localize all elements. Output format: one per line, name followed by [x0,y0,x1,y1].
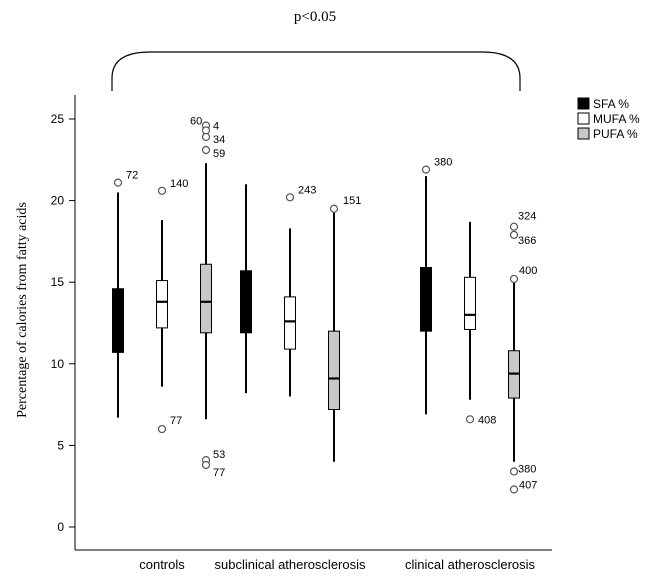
box-body [464,276,476,331]
outlier-label: 77 [213,467,225,479]
box-0-1 [240,184,252,394]
x-category-labels: controls subclinical atherosclerosis clini… [139,557,535,572]
y-ticks: 0 5 10 15 20 25 [51,112,75,534]
y-axis-label: Percentage of calories from fatty acids [15,202,30,418]
y-tick-label: 0 [57,520,64,534]
outlier-label: 324 [518,211,536,223]
box-1-2: 408 [464,221,496,426]
outlier-label: 380 [434,157,452,169]
outlier-point [421,165,431,174]
box-body [328,330,340,410]
box-0-0: 72 [112,170,138,418]
box-body [240,270,252,334]
box-2-0: 60 4 34 59 53 77 [190,116,225,479]
legend-label: PUFA % [593,127,638,141]
outlier-label: 366 [518,235,536,247]
box-1-1: 243 [284,184,316,397]
outlier-label: 77 [170,415,182,427]
outlier-point [285,193,295,202]
outlier-point [465,415,475,424]
legend-swatch [577,127,590,140]
x-category-label: subclinical atherosclerosis [214,557,366,572]
legend-label: SFA % [593,97,629,111]
outlier-label: 72 [126,170,138,182]
box-0-2: 380 [420,157,452,415]
outlier-label: 59 [213,148,225,160]
outlier-point [329,204,339,213]
box-body [200,263,212,334]
box-2-2: 324 366 400 380 407 [508,211,537,494]
outlier-point [157,186,167,195]
legend-swatch [577,112,590,125]
outlier-point [509,222,519,231]
outlier-point [157,424,167,434]
outlier-point [509,274,519,284]
outlier-label: 380 [518,464,536,476]
legend-swatch [577,97,590,110]
legend: SFA %MUFA %PUFA % [577,97,640,141]
outlier-point [509,485,519,494]
outlier-label: 151 [343,195,361,207]
legend-label: MUFA % [593,112,640,126]
x-category-label: clinical atherosclerosis [405,557,536,572]
y-tick-label: 15 [51,275,65,289]
outlier-label: 408 [478,414,496,426]
x-category-label: controls [139,557,185,572]
outlier-label: 53 [213,449,225,461]
outlier-point [509,230,519,239]
box-body [284,296,296,350]
outlier-label: 140 [170,178,188,190]
outlier-label: 407 [519,479,537,491]
box-body [156,280,168,329]
significance-label: p<0.05 [294,9,336,25]
outlier-point [509,467,519,476]
outlier-label: 400 [519,265,537,277]
outlier-label: 34 [213,134,225,146]
box-2-1: 151 [328,195,361,462]
significance-bracket [111,51,521,91]
y-tick-label: 10 [51,357,65,371]
y-tick-label: 20 [51,194,65,208]
outlier-point [201,132,211,142]
outlier-point [201,145,211,155]
outlier-label: 60 [190,116,202,128]
box-1-0: 140 77 [156,178,188,434]
y-tick-label: 25 [51,112,65,126]
outlier-label: 243 [298,184,316,196]
outlier-point [113,178,123,187]
y-tick-label: 5 [57,438,64,452]
outlier-label: 4 [213,120,219,132]
outlier-point [201,460,211,470]
